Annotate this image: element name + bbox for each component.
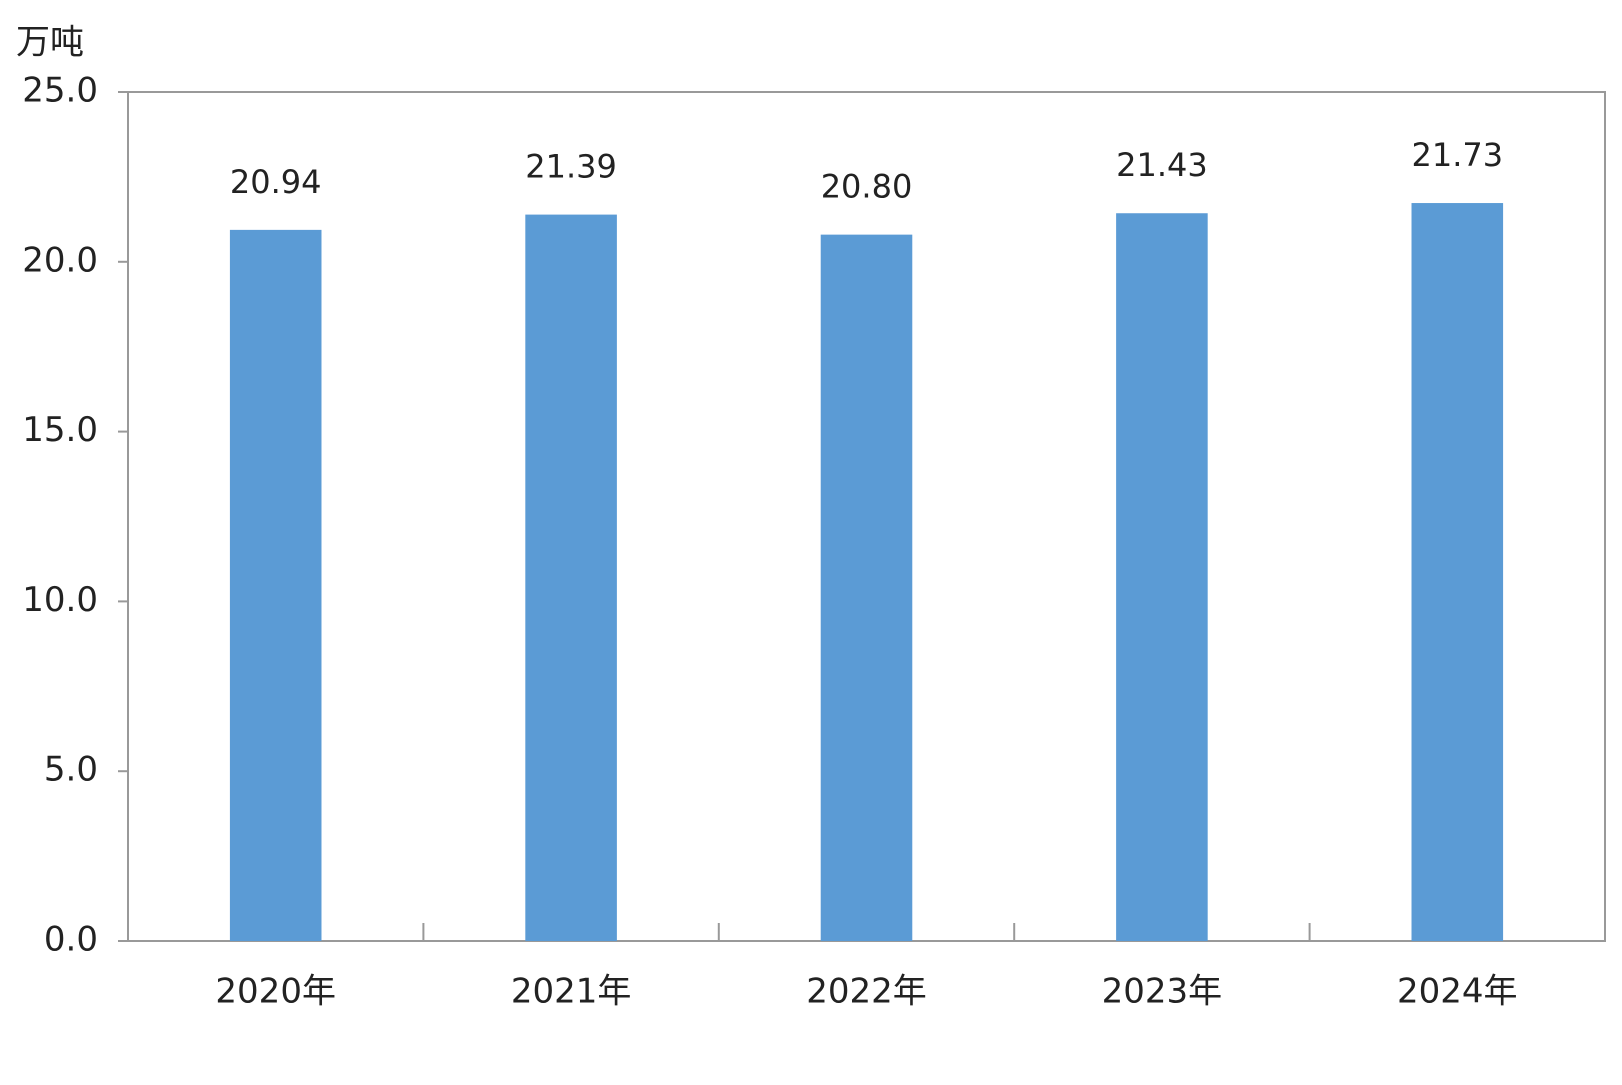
bar xyxy=(525,214,617,942)
data-label: 20.80 xyxy=(821,168,913,206)
x-tick-label: 2021年 xyxy=(511,972,632,1012)
bar xyxy=(229,229,322,942)
y-tick-label: 0.0 xyxy=(44,920,98,960)
y-axis-label: 万吨 xyxy=(16,23,84,63)
y-tick-label: 5.0 xyxy=(44,750,98,790)
y-tick-label: 25.0 xyxy=(22,71,98,111)
x-tick-label: 2024年 xyxy=(1397,972,1518,1012)
x-tick-label: 2020年 xyxy=(215,972,336,1012)
data-label: 21.43 xyxy=(1116,146,1208,184)
y-tick-label: 20.0 xyxy=(22,240,98,280)
bar xyxy=(820,234,913,941)
y-tick-label: 15.0 xyxy=(22,410,98,450)
bar xyxy=(1411,203,1504,941)
x-tick-label: 2023年 xyxy=(1102,972,1223,1012)
x-tick-label: 2022年 xyxy=(806,972,927,1012)
data-label: 21.39 xyxy=(525,148,617,186)
data-label: 21.73 xyxy=(1411,136,1503,174)
y-tick-label: 10.0 xyxy=(22,580,98,620)
bar xyxy=(1116,213,1208,942)
data-label: 20.94 xyxy=(230,163,322,201)
